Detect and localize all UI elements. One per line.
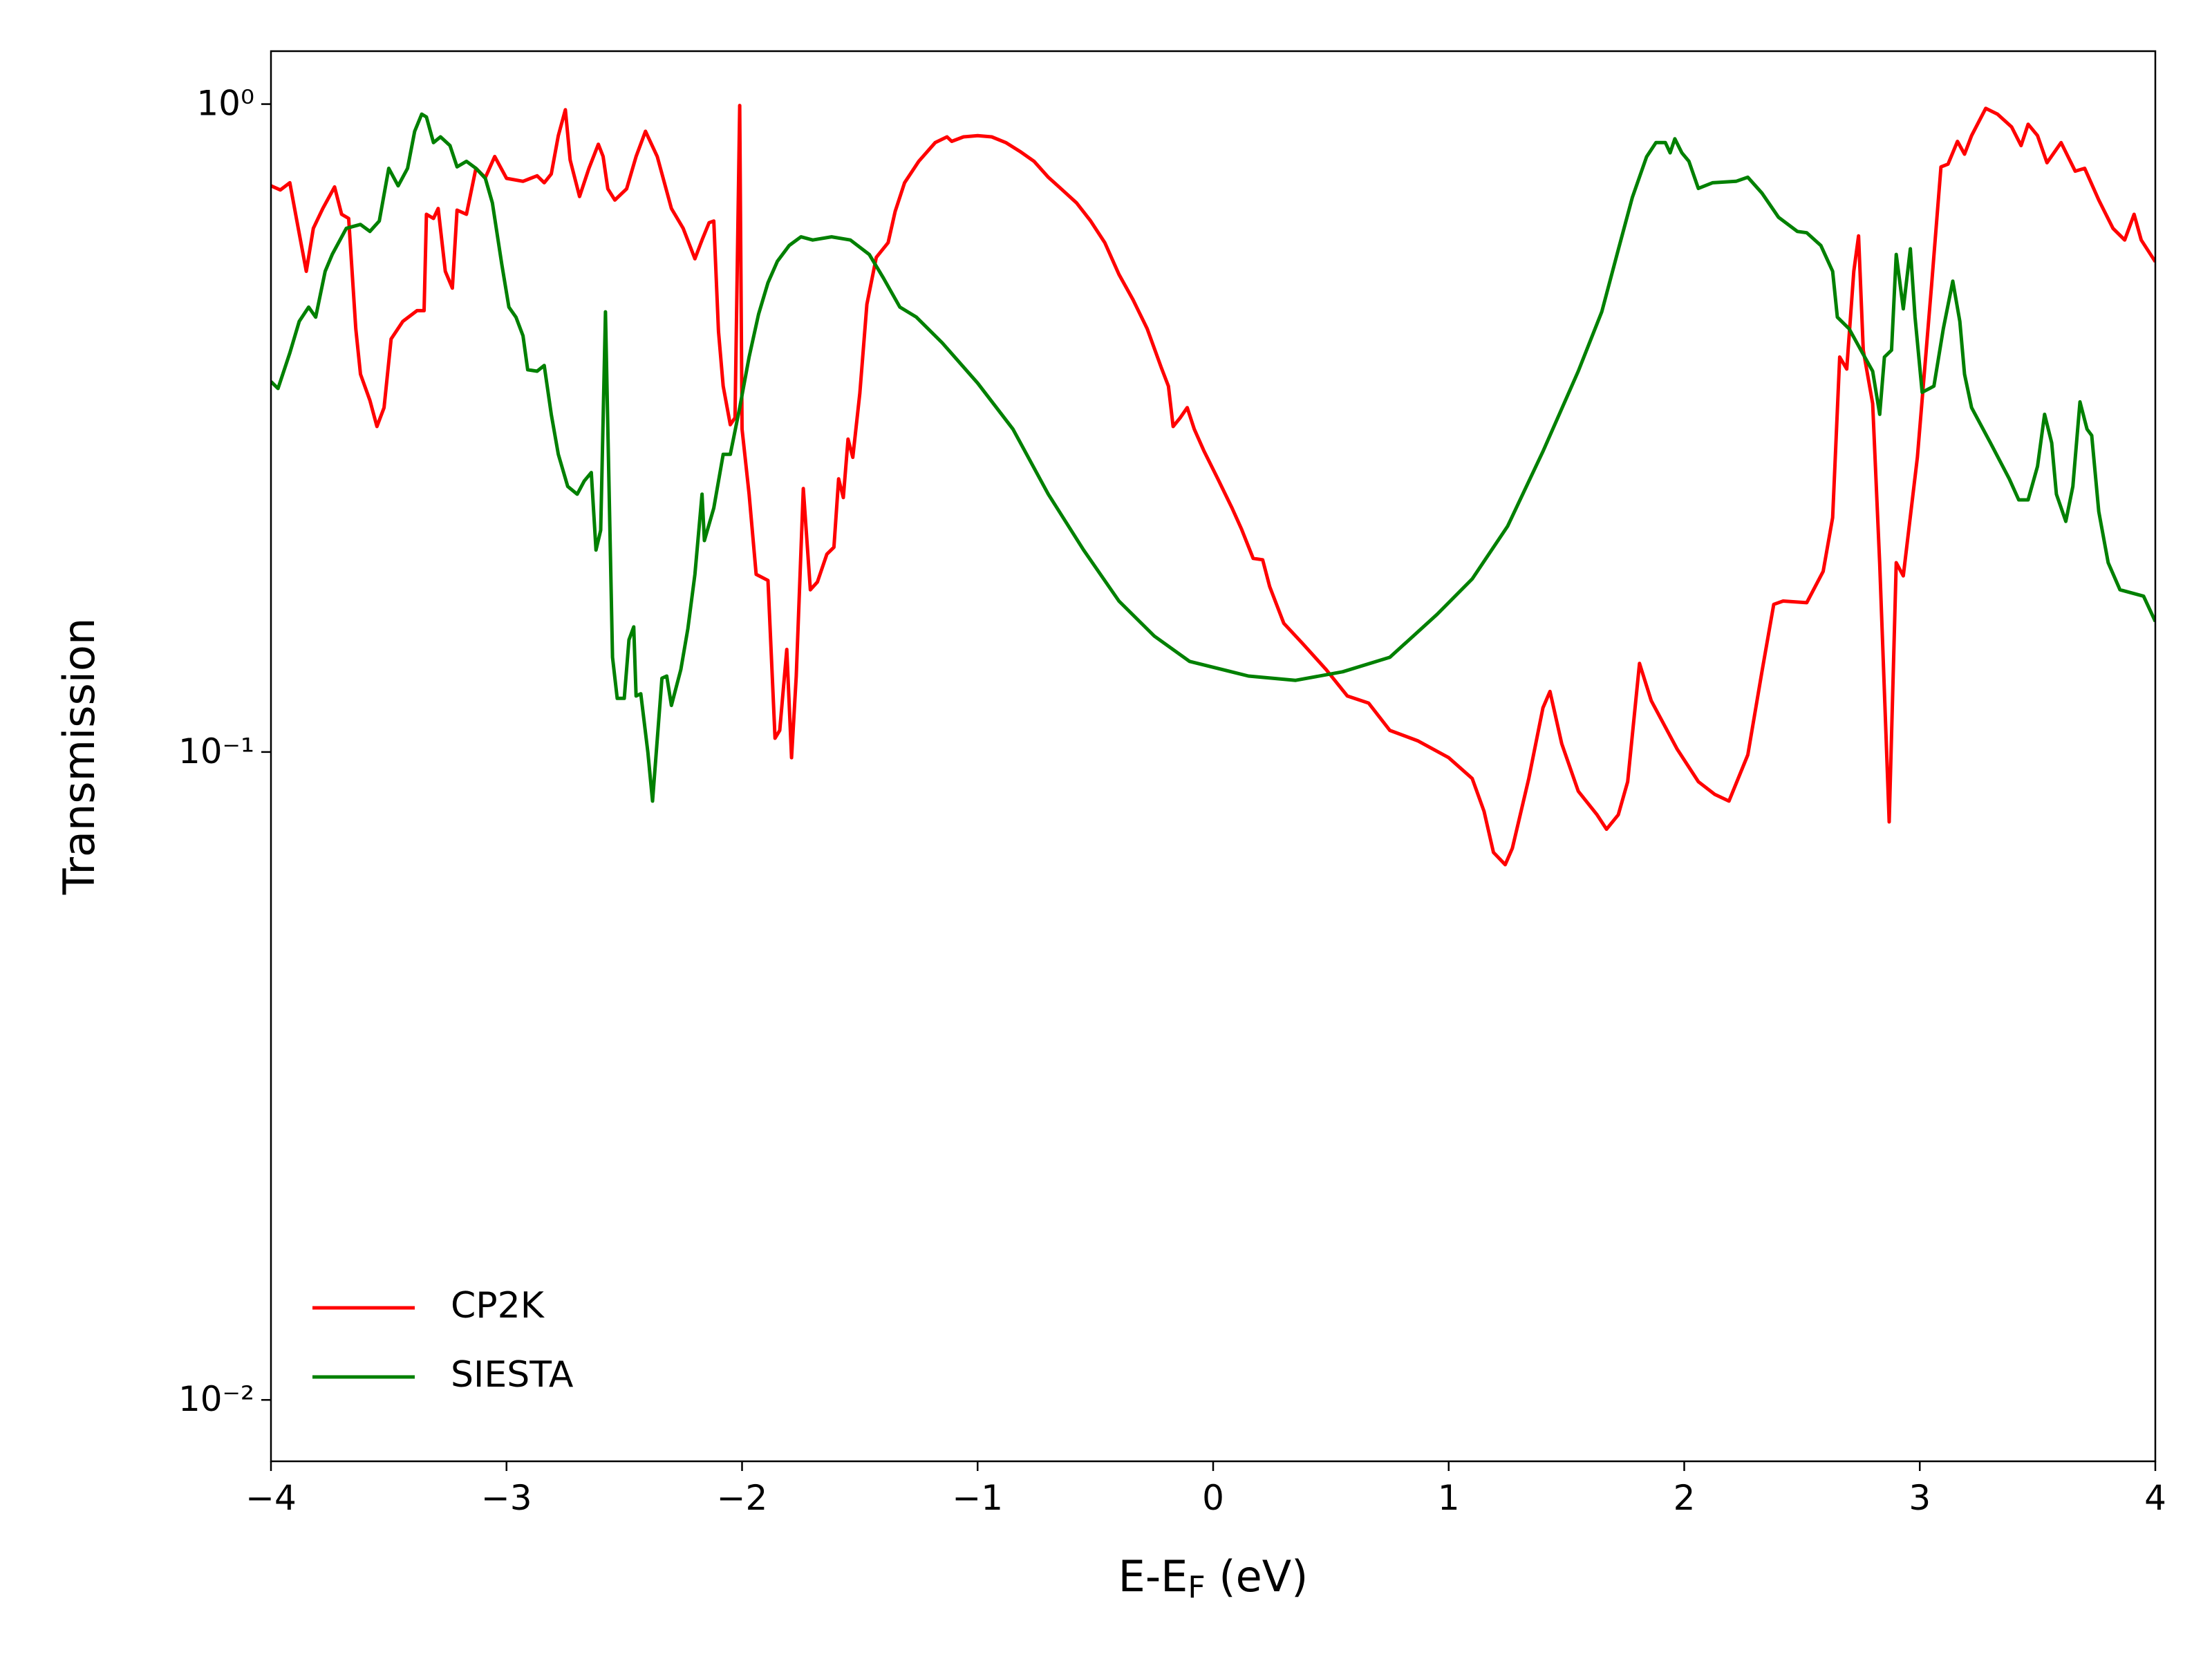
series-line	[271, 112, 2155, 803]
y-tick-label: 10⁻²	[178, 1379, 254, 1419]
x-tick-label: −2	[717, 1478, 768, 1518]
legend-label: CP2K	[451, 1285, 545, 1327]
x-tick-label: 4	[2144, 1478, 2166, 1518]
series-line	[271, 104, 2155, 867]
x-tick-label: 0	[1202, 1478, 1224, 1518]
x-tick-label: 2	[1674, 1478, 1696, 1518]
y-axis-label: Transmission	[54, 618, 104, 896]
x-tick-label: −1	[952, 1478, 1003, 1518]
x-axis-label: E-EF (eV)	[1118, 1551, 1309, 1605]
y-tick-label: 10⁰	[196, 84, 254, 124]
x-tick-label: 3	[1909, 1478, 1931, 1518]
x-label-part: (eV)	[1206, 1551, 1309, 1602]
y-tick-label: 10⁻¹	[178, 731, 254, 771]
x-tick-label: −3	[481, 1478, 532, 1518]
x-label-part: E-E	[1118, 1551, 1188, 1602]
x-tick-label: 1	[1438, 1478, 1460, 1518]
plot-frame	[270, 50, 2157, 1463]
x-tick-label: −4	[245, 1478, 297, 1518]
x-label-sub: F	[1188, 1570, 1205, 1605]
legend-label: SIESTA	[451, 1354, 574, 1396]
